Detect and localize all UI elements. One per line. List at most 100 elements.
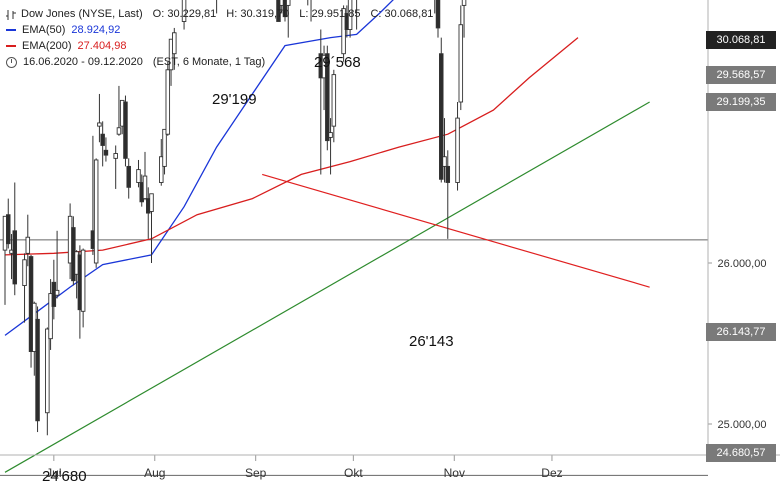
- candle-body-up: [341, 8, 346, 55]
- candle: [445, 150, 451, 239]
- ema200-label: EMA(200): [22, 40, 72, 52]
- candle-body-down: [35, 318, 40, 422]
- chart-legend: Dow Jones (NYSE, Last) O: 30.229,81 H: 3…: [6, 6, 433, 70]
- candle: [439, 37, 444, 183]
- candle: [123, 95, 128, 167]
- candle: [142, 151, 148, 201]
- candle-body-up: [279, 0, 284, 6]
- ema50-label: EMA(50): [22, 24, 66, 36]
- annotation-sept-high: 29'199: [212, 91, 257, 108]
- candle: [54, 230, 60, 299]
- candle: [325, 45, 330, 151]
- price-label-resistance-high: 29.568,57: [706, 66, 776, 84]
- candle-body-up: [458, 24, 464, 103]
- candle: [136, 159, 141, 188]
- candle: [113, 145, 118, 189]
- candle: [126, 158, 131, 199]
- ema200-value: 27.404,98: [77, 40, 127, 52]
- candle: [285, 0, 291, 38]
- candle-body-up: [80, 249, 86, 312]
- close-value: C: 30.068,81: [370, 8, 434, 20]
- candle: [458, 5, 464, 111]
- candle-body-up: [116, 127, 122, 135]
- horizontal-levels: [0, 239, 708, 476]
- ema50-swatch: [6, 29, 16, 31]
- candle: [455, 102, 460, 191]
- candle-body-down: [325, 53, 330, 142]
- trendline-green: [4, 101, 650, 473]
- annotation-nov-low: 26'143: [409, 333, 454, 350]
- chart-settings: (EST, 6 Monate, 1 Tag): [152, 56, 266, 68]
- legend-ema50-row: EMA(50) 28.924,92: [6, 22, 433, 38]
- candle-body-down: [439, 53, 444, 180]
- trendlines: [4, 101, 650, 473]
- candle: [80, 248, 86, 328]
- candle-body-up: [136, 169, 141, 183]
- y-tick-label: 25.000,00: [718, 419, 767, 431]
- candle-body-up: [172, 32, 177, 55]
- candle: [172, 27, 177, 70]
- price-label-low: 24.680,57: [706, 444, 776, 462]
- price-label-resistance-mid: 29.199,35: [706, 93, 776, 111]
- high-value: H: 30.319,70: [226, 8, 290, 20]
- candle-body-down: [6, 214, 11, 245]
- candle: [45, 327, 50, 436]
- candle: [149, 193, 154, 263]
- candle-body-down: [276, 0, 281, 22]
- candle-body-down: [100, 133, 105, 146]
- ema200-line: [4, 37, 579, 256]
- candle: [48, 279, 53, 350]
- candle-body-up: [162, 128, 167, 167]
- candle: [6, 198, 11, 249]
- candle: [159, 139, 164, 186]
- candle: [331, 69, 337, 143]
- x-tick-label: Nov: [444, 466, 465, 480]
- candle-body-down: [123, 101, 128, 159]
- candle: [282, 0, 288, 22]
- candle-body-up: [159, 156, 164, 183]
- candle: [97, 93, 102, 143]
- candle-body-down: [282, 0, 288, 18]
- x-tick-label: Jul: [46, 466, 61, 480]
- candle-body-down: [103, 149, 109, 156]
- candle-body-up: [165, 69, 171, 135]
- candle-body-up: [48, 293, 53, 340]
- open-value: O: 30.229,81: [152, 8, 217, 20]
- annotation-june-low: 24'680: [42, 468, 87, 485]
- x-tick-label: Sep: [245, 466, 267, 480]
- candle-body-up: [25, 236, 31, 254]
- candle: [93, 158, 99, 268]
- annotation-high-level: 29´568: [314, 54, 361, 71]
- candle-body-up: [347, 0, 353, 31]
- candle-body-up: [45, 328, 50, 414]
- candle: [216, 0, 218, 14]
- candle: [100, 121, 105, 167]
- candle: [165, 61, 171, 136]
- candle-body-up: [93, 159, 99, 264]
- candle: [341, 5, 346, 62]
- clock-icon: [6, 56, 17, 68]
- candle-body-up: [328, 132, 333, 138]
- trendline-red: [262, 173, 650, 288]
- candle: [25, 214, 31, 267]
- candle: [116, 85, 122, 136]
- candle: [356, 0, 358, 30]
- candle: [328, 118, 333, 175]
- candle-body-up: [149, 193, 154, 212]
- candle-body-up: [113, 153, 118, 159]
- candle: [307, 0, 309, 6]
- candle-body-up: [455, 117, 460, 183]
- legend-ema200-row: EMA(200) 27.404,98: [6, 38, 433, 54]
- candle: [168, 38, 174, 86]
- date-range: 16.06.2020 - 09.12.2020: [23, 56, 143, 68]
- candle-body-up: [97, 122, 102, 127]
- legend-range-row: 16.06.2020 - 09.12.2020 (EST, 6 Monate, …: [6, 54, 433, 70]
- price-label-current: 30.068,81: [706, 31, 776, 49]
- candle-body-up: [142, 175, 148, 200]
- candle-body-up: [181, 0, 187, 22]
- candle: [162, 128, 167, 175]
- candle-body-down: [12, 230, 18, 285]
- y-tick-label: 26.000,00: [718, 258, 767, 270]
- legend-ohlc-row: Dow Jones (NYSE, Last) O: 30.229,81 H: 3…: [6, 6, 433, 22]
- candle-body-down: [445, 165, 451, 183]
